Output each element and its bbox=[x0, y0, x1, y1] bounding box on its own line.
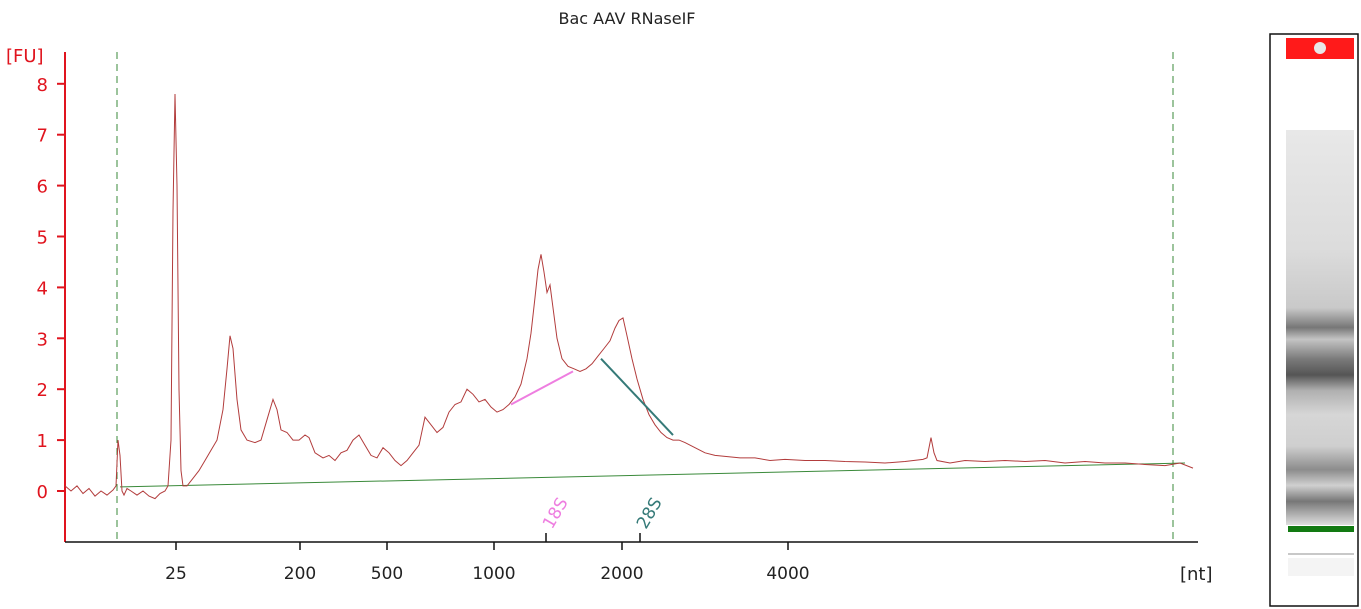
lane-smear bbox=[1286, 130, 1354, 525]
x-tick-label: 2000 bbox=[600, 564, 643, 584]
y-axis-unit: [FU] bbox=[6, 46, 44, 67]
x-tick-label: 4000 bbox=[766, 564, 809, 584]
baseline-line bbox=[119, 462, 1186, 488]
y-tick-label: 1 bbox=[37, 431, 48, 452]
y-tick-label: 3 bbox=[37, 329, 48, 350]
y-ticks: 0 1 2 3 4 5 6 7 8 bbox=[37, 75, 65, 503]
x-tick-label: 1000 bbox=[472, 564, 515, 584]
x-tick-label: 25 bbox=[165, 564, 187, 584]
x-ticks: 25 200 500 1000 2000 4000 bbox=[165, 542, 810, 584]
lane-marker-spot bbox=[1314, 42, 1326, 54]
fluorescence-trace bbox=[64, 93, 1194, 500]
lane-faint-band bbox=[1288, 553, 1354, 555]
electropherogram-chart: Bac AAV RNaseIF [FU] [nt] 0 1 2 3 4 5 6 7 8 25 20… bbox=[6, 9, 1213, 585]
x-tick-label: 200 bbox=[284, 564, 316, 584]
lane-faint-tail bbox=[1288, 558, 1354, 576]
y-tick-label: 6 bbox=[37, 177, 48, 198]
y-tick-label: 7 bbox=[37, 126, 48, 147]
lane-lower-marker bbox=[1288, 526, 1354, 532]
y-tick-label: 8 bbox=[37, 75, 48, 96]
y-tick-label: 0 bbox=[37, 482, 48, 503]
x-axis-unit: [nt] bbox=[1180, 564, 1213, 585]
y-tick-label: 2 bbox=[37, 380, 48, 401]
y-tick-label: 5 bbox=[37, 228, 48, 249]
marker-peak-line bbox=[600, 357, 674, 436]
y-tick-label: 4 bbox=[37, 278, 48, 299]
x-tick-label: 500 bbox=[371, 564, 403, 584]
marker-peak-line bbox=[510, 370, 574, 406]
chart-title: Bac AAV RNaseIF bbox=[559, 9, 696, 28]
